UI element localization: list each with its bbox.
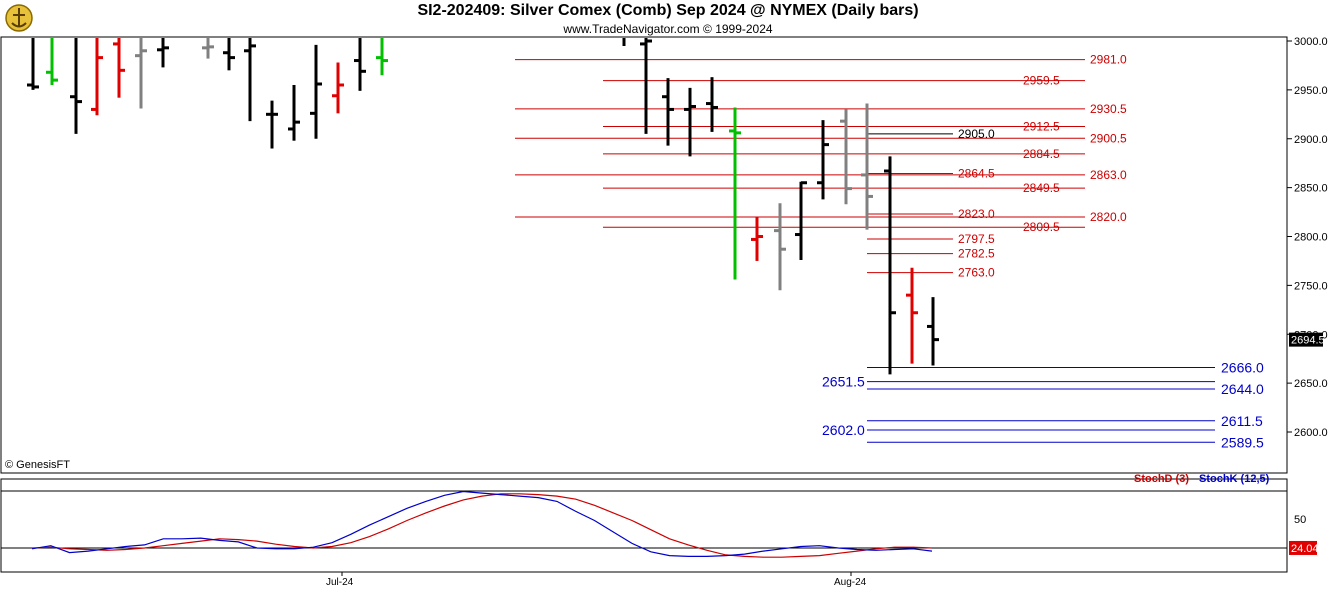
y-tick-label: 2850.0 <box>1294 183 1328 195</box>
resistance-level-label: 2900.5 <box>1090 131 1127 145</box>
pivot-level-label: 2905.0 <box>958 127 995 141</box>
resistance-level-label: 2930.5 <box>1090 102 1127 116</box>
stoch-k-line <box>31 490 933 558</box>
y-tick-label: 3000.0 <box>1294 36 1328 48</box>
stoch-last-value-box <box>1289 540 1317 555</box>
resistance-level-label: 2823.0 <box>958 207 995 221</box>
stoch-d-line <box>31 493 933 558</box>
resistance-level-label: 2820.0 <box>1090 210 1127 224</box>
stoch-last-value-label: 24.04 <box>1291 543 1319 555</box>
y-tick-label: 2600.0 <box>1294 427 1328 439</box>
stoch-d-label: StochD (3) <box>1134 473 1189 485</box>
resistance-level-label: 2782.5 <box>958 247 995 261</box>
watermark-text: © GenesisFT <box>5 459 70 471</box>
resistance-level-label: 2864.5 <box>958 166 995 180</box>
resistance-level-label: 2763.0 <box>958 266 995 280</box>
y-tick-label: 2800.0 <box>1294 232 1328 244</box>
resistance-level-label: 2809.5 <box>1023 220 1060 234</box>
resistance-level-label: 2849.5 <box>1023 181 1060 195</box>
resistance-level-label: 2863.0 <box>1090 168 1127 182</box>
x-tick-label: Jul-24 <box>326 577 354 588</box>
chart-subtitle: www.TradeNavigator.com © 1999-2024 <box>563 22 773 36</box>
trade-navigator-logo-icon <box>4 3 34 33</box>
resistance-level-label: 2912.5 <box>1023 120 1060 134</box>
support-level-label: 2666.0 <box>1221 359 1264 375</box>
price-panel-frame <box>0 36 1288 474</box>
support-level-label: 2589.5 <box>1221 434 1264 450</box>
y-tick-label: 2950.0 <box>1294 85 1328 97</box>
resistance-level-label: 2797.5 <box>958 232 995 246</box>
last-price-label: 2694.5 <box>1291 335 1325 347</box>
support-level-label: 2651.5 <box>822 374 865 390</box>
x-tick-label: Aug-24 <box>834 577 867 588</box>
y-tick-label: 2750.0 <box>1294 280 1328 292</box>
support-level-label: 2644.0 <box>1221 381 1264 397</box>
stoch-panel-frame <box>0 478 1288 573</box>
support-level-label: 2611.5 <box>1221 413 1263 429</box>
y-tick-label: 2650.0 <box>1294 378 1328 390</box>
stoch-k-label: StochK (12,5) <box>1199 473 1270 485</box>
last-price-box <box>1289 332 1323 347</box>
y-tick-label: 2900.0 <box>1294 134 1328 146</box>
stoch-y-tick-label: 50 <box>1294 514 1306 526</box>
resistance-level-label: 2884.5 <box>1023 147 1060 161</box>
chart-title: SI2-202409: Silver Comex (Comb) Sep 2024… <box>417 2 919 19</box>
support-level-label: 2602.0 <box>822 422 865 438</box>
resistance-level-label: 2981.0 <box>1090 53 1127 67</box>
resistance-level-label: 2959.5 <box>1023 74 1060 88</box>
